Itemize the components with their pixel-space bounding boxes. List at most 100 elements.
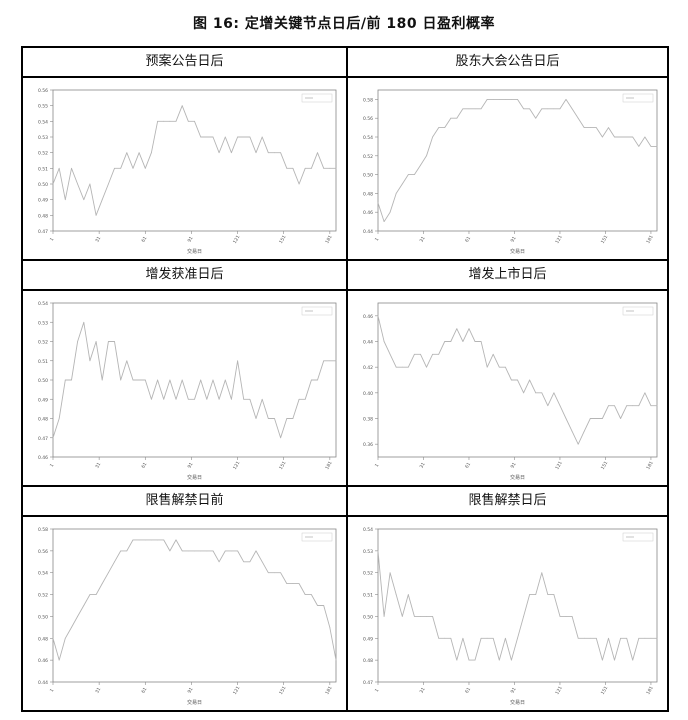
y-tick-label: 0.52 (38, 593, 48, 599)
data-point (231, 398, 232, 400)
data-point (462, 637, 464, 639)
data-point (456, 659, 458, 661)
x-tick-label: 61 (140, 686, 148, 694)
data-point (286, 418, 288, 419)
data-point (212, 136, 214, 138)
x-tick-label: 61 (464, 235, 472, 243)
y-tick-label: 0.58 (363, 97, 373, 103)
data-point (323, 360, 325, 362)
chart-1: 0.44 0.46 0.48 0.50 0.52 0.54 0.56 0.58 1 31 61 91 1… (363, 89, 658, 255)
y-tick-label: 0.44 (38, 680, 48, 686)
x-axis-label: 交易日 (187, 699, 202, 706)
legend-box (301, 93, 333, 103)
data-point (517, 99, 518, 100)
data-point (456, 117, 458, 119)
grid-vertical-divider (346, 48, 348, 710)
y-tick-label: 0.54 (363, 527, 373, 533)
data-point (523, 108, 524, 110)
x-tick-label: 1 (374, 463, 381, 469)
data-point (626, 637, 628, 639)
legend-box (301, 532, 333, 542)
data-point (89, 594, 91, 595)
data-point (450, 637, 452, 639)
data-point (317, 379, 318, 381)
data-point (120, 550, 122, 552)
data-point (498, 99, 500, 100)
data-point (571, 430, 573, 432)
data-point (64, 199, 66, 201)
plot-frame (377, 89, 658, 232)
data-point (298, 183, 300, 185)
data-point (255, 550, 257, 552)
data-point (474, 341, 476, 342)
y-tick-label: 0.53 (38, 320, 48, 326)
data-point (138, 539, 140, 541)
data-point (432, 353, 433, 355)
data-point (107, 572, 109, 574)
plot-frame (377, 302, 658, 458)
data-point (200, 379, 202, 381)
y-tick-label: 0.56 (38, 549, 48, 555)
y-tick-label: 0.55 (38, 104, 48, 110)
panel-0: 预案公告日后 0.47 0.48 0.49 0.50 0.51 0.52 0.53 0.54 0… (23, 48, 346, 259)
data-point (335, 360, 337, 362)
data-point (77, 341, 79, 342)
x-tick-label: 181 (645, 234, 655, 245)
data-point (602, 136, 603, 138)
data-point (181, 550, 183, 552)
x-tick-label: 151 (600, 685, 610, 696)
data-point (58, 418, 60, 419)
data-point (401, 616, 403, 617)
data-point (577, 637, 579, 639)
data-point (426, 366, 427, 368)
y-tick-label: 0.54 (38, 301, 48, 307)
data-point (492, 99, 494, 100)
x-tick-label: 181 (324, 685, 334, 696)
x-axis-label: 交易日 (187, 474, 202, 481)
data-point (553, 108, 555, 110)
data-point (504, 366, 506, 368)
chart-0: 0.47 0.48 0.49 0.50 0.51 0.52 0.53 0.54 0.55 0.56… (38, 88, 337, 255)
data-point (498, 659, 500, 661)
data-point (218, 561, 220, 563)
y-tick-label: 0.53 (363, 549, 373, 555)
x-tick-label: 1 (374, 237, 381, 243)
y-tick-label: 0.44 (363, 229, 373, 235)
x-tick-label: 31 (94, 686, 102, 694)
data-point (237, 550, 238, 552)
data-point (571, 616, 573, 617)
data-point (187, 398, 189, 400)
x-tick-label: 151 (278, 234, 288, 245)
data-point (656, 146, 658, 147)
data-point (589, 637, 591, 639)
data-point (517, 379, 518, 381)
data-point (175, 120, 177, 122)
data-point (200, 550, 202, 552)
y-tick-label: 0.40 (363, 391, 373, 397)
data-point (462, 341, 464, 342)
data-point (407, 366, 409, 368)
legend-box (622, 532, 654, 542)
data-point (132, 539, 134, 541)
data-point (614, 136, 615, 138)
data-point (224, 550, 226, 552)
data-point (249, 136, 251, 138)
data-point (614, 659, 615, 661)
data-point (335, 659, 337, 661)
data-point (261, 398, 263, 400)
x-tick-label: 91 (510, 461, 518, 469)
x-axis-label: 交易日 (510, 248, 525, 255)
data-point (650, 146, 652, 147)
data-point (638, 405, 640, 407)
data-point (114, 341, 115, 342)
data-point (583, 637, 585, 639)
data-point (89, 360, 91, 362)
y-tick-label: 0.56 (363, 116, 373, 122)
data-point (492, 637, 494, 639)
x-tick-label: 61 (464, 461, 472, 469)
data-point (383, 341, 385, 342)
data-point (413, 353, 415, 355)
data-point (255, 418, 257, 419)
data-point (511, 659, 512, 661)
data-point (138, 379, 140, 381)
